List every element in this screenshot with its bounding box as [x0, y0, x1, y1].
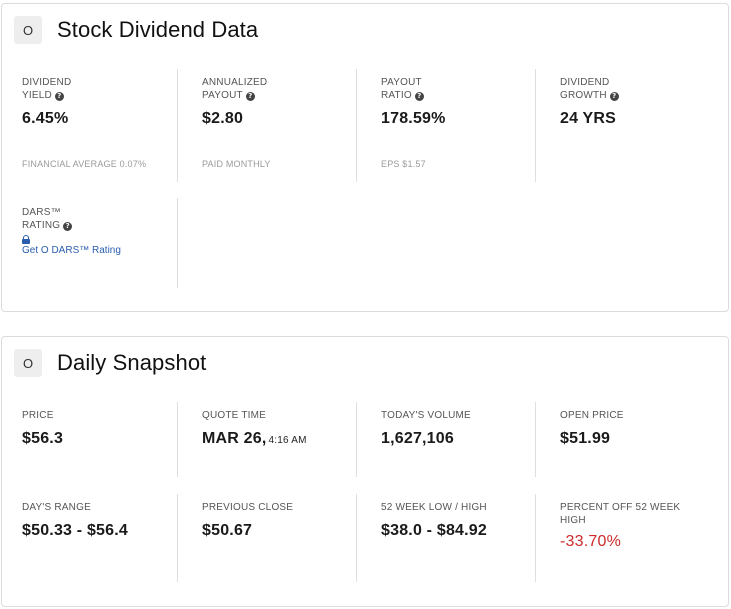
todays-volume-value: 1,627,106 — [381, 430, 454, 447]
eps-text: EPS $1.57 — [381, 159, 426, 169]
daily-snapshot-card: O Daily Snapshot PRICE $56.3 QUOTE TIME … — [1, 336, 729, 607]
days-range-label: DAY'S RANGE — [22, 502, 91, 513]
price-value: $56.3 — [22, 430, 64, 447]
annualized-payout-cell: ANNUALIZED PAYOUT? $2.80 — [182, 76, 337, 128]
quote-time-cell: QUOTE TIME MAR 26, 4:16 AM — [182, 409, 337, 448]
financial-average-text: FINANCIAL AVERAGE 0.07% — [22, 159, 147, 169]
column-divider — [356, 402, 357, 477]
dars-rating-label: DARS™ RATING? — [22, 206, 157, 232]
week52-range-label: 52 WEEK LOW / HIGH — [381, 502, 487, 513]
percent-off-high-value: -33.70% — [560, 533, 621, 550]
week52-range-cell: 52 WEEK LOW / HIGH $38.0 - $84.92 — [361, 501, 516, 540]
previous-close-value: $50.67 — [202, 522, 253, 539]
annualized-payout-value: $2.80 — [202, 110, 244, 127]
payout-ratio-label: PAYOUT RATIO? — [381, 77, 424, 101]
dividend-yield-cell: DIVIDEND YIELD? 6.45% — [2, 76, 157, 128]
lock-icon — [22, 235, 30, 244]
open-price-value: $51.99 — [560, 430, 611, 447]
payout-ratio-cell: PAYOUT RATIO? 178.59% — [361, 76, 516, 128]
price-label: PRICE — [22, 410, 54, 421]
column-divider — [535, 69, 536, 182]
column-divider — [356, 494, 357, 582]
days-range-cell: DAY'S RANGE $50.33 - $56.4 — [2, 501, 157, 540]
question-circle-icon[interactable]: ? — [63, 222, 73, 231]
dividend-yield-value: 6.45% — [22, 110, 69, 127]
todays-volume-cell: TODAY'S VOLUME 1,627,106 — [361, 409, 516, 448]
days-range-value: $50.33 - $56.4 — [22, 522, 128, 539]
get-dars-rating-link[interactable]: Get O DARS™ Rating — [22, 245, 121, 256]
dividend-card-header: O Stock Dividend Data — [14, 16, 258, 44]
open-price-label: OPEN PRICE — [560, 410, 624, 421]
column-divider — [177, 198, 178, 288]
todays-volume-label: TODAY'S VOLUME — [381, 410, 471, 421]
dividend-growth-cell: DIVIDEND GROWTH? 24 YRS — [540, 76, 695, 128]
ticker-badge: O — [14, 349, 42, 377]
dars-rating-cell: DARS™ RATING? Get O DARS™ Rating — [2, 206, 157, 256]
previous-close-label: PREVIOUS CLOSE — [202, 502, 294, 513]
dividend-growth-label: DIVIDEND GROWTH? — [560, 76, 695, 102]
question-circle-icon[interactable]: ? — [54, 92, 64, 101]
quote-time-value: MAR 26, 4:16 AM — [202, 430, 307, 447]
question-circle-icon[interactable]: ? — [414, 92, 424, 101]
dividend-yield-label: DIVIDEND YIELD? — [22, 77, 72, 101]
card-title: Daily Snapshot — [57, 350, 207, 375]
ticker-badge: O — [14, 16, 42, 44]
annualized-payout-label: ANNUALIZED PAYOUT? — [202, 77, 268, 101]
week52-range-value: $38.0 - $84.92 — [381, 522, 487, 539]
column-divider — [356, 69, 357, 182]
question-circle-icon[interactable]: ? — [609, 92, 619, 101]
column-divider — [177, 69, 178, 182]
quote-time-label: QUOTE TIME — [202, 410, 267, 421]
previous-close-cell: PREVIOUS CLOSE $50.67 — [182, 501, 337, 540]
column-divider — [535, 494, 536, 582]
quote-time-clock: 4:16 AM — [268, 435, 307, 446]
dividend-data-card: O Stock Dividend Data DIVIDEND YIELD? 6.… — [1, 3, 729, 312]
price-cell: PRICE $56.3 — [2, 409, 157, 448]
dividend-growth-value: 24 YRS — [560, 110, 617, 127]
card-title: Stock Dividend Data — [57, 17, 259, 42]
paid-monthly-text: PAID MONTHLY — [202, 159, 271, 169]
column-divider — [535, 402, 536, 477]
column-divider — [177, 494, 178, 582]
percent-off-high-label: PERCENT OFF 52 WEEK HIGH — [560, 502, 681, 526]
snapshot-card-header: O Daily Snapshot — [14, 349, 206, 377]
payout-ratio-value: 178.59% — [381, 110, 446, 127]
question-circle-icon[interactable]: ? — [245, 92, 255, 101]
open-price-cell: OPEN PRICE $51.99 — [540, 409, 695, 448]
column-divider — [177, 402, 178, 477]
percent-off-high-cell: PERCENT OFF 52 WEEK HIGH -33.70% — [540, 501, 690, 551]
